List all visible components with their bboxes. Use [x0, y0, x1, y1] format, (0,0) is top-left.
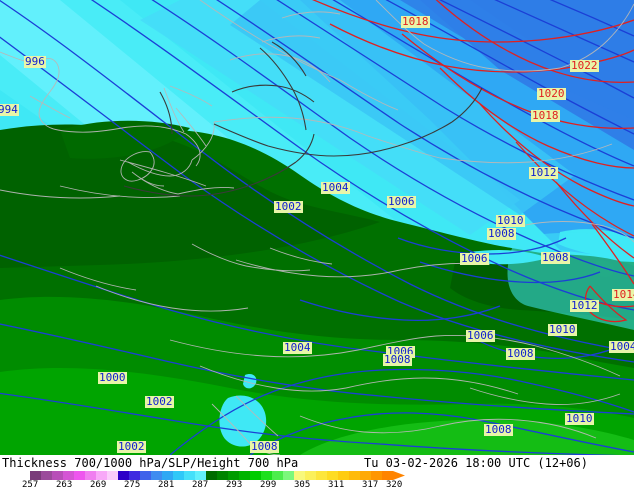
colorbar-tick: 275 — [124, 480, 141, 490]
colorbar-tick: 311 — [328, 480, 345, 490]
colorbar-swatch — [349, 471, 360, 480]
slp-contour-label: 1004 — [283, 341, 312, 354]
slp-contour-label: 1004 — [609, 341, 634, 353]
height-contour-label: 1018 — [531, 109, 560, 122]
slp-contour-label: 1000 — [98, 371, 127, 384]
colorbar-right-cap-svg — [393, 471, 405, 480]
colorbar-swatch — [30, 471, 41, 480]
colorbar-right-cap — [393, 471, 405, 480]
colorbar-swatch — [305, 471, 316, 480]
colorbar-swatch — [118, 471, 129, 480]
colorbar-swatch — [294, 471, 305, 480]
slp-contour-label: 1008 — [250, 440, 279, 453]
slp-contour-label: 1006 — [460, 252, 489, 265]
slp-contour-label: 1012 — [529, 166, 558, 179]
colorbar-swatch — [96, 471, 107, 480]
colorbar-swatch — [283, 471, 294, 480]
slp-contour-label: 1008 — [383, 353, 412, 366]
slp-contour-label: 994 — [0, 104, 19, 116]
colorbar-swatch — [63, 471, 74, 480]
slp-contour-label: 1008 — [506, 347, 535, 360]
slp-contour-label: 1006 — [387, 195, 416, 208]
valid-time: Tu 03-02-2026 18:00 UTC (12+06) — [364, 456, 588, 470]
colorbar-swatch — [272, 471, 283, 480]
colorbar-tick: 257 — [22, 480, 39, 490]
colorbar-swatch — [371, 471, 382, 480]
colorbar-tick-labels: 257 263 269 275 281 287 293 299 305 311 317 320 — [0, 480, 634, 490]
colorbar-tick: 320 — [386, 480, 403, 490]
height-contour-label: 1014 — [612, 289, 634, 301]
colorbar-swatch — [228, 471, 239, 480]
colorbar-swatch — [250, 471, 261, 480]
colorbar-swatch — [327, 471, 338, 480]
colorbar-tick: 281 — [158, 480, 175, 490]
slp-contour-label: 1012 — [570, 299, 599, 312]
slp-contour-label: 1008 — [484, 423, 513, 436]
colorbar-tick: 287 — [192, 480, 209, 490]
map-footer: Thickness 700/1000 hPa/SLP/Height 700 hP… — [0, 455, 634, 490]
colorbar-swatch — [338, 471, 349, 480]
colorbar-swatch — [41, 471, 52, 480]
colorbar-swatch — [151, 471, 162, 480]
slp-contour-label: 1010 — [496, 214, 525, 227]
colorbar-swatch — [52, 471, 63, 480]
height-contour-label: 1018 — [401, 15, 430, 28]
colorbar-swatch — [239, 471, 250, 480]
height-contour-label: 1020 — [537, 87, 566, 100]
colorbar-swatch — [162, 471, 173, 480]
colorbar-tick: 263 — [56, 480, 73, 490]
slp-contour-label: 1010 — [548, 323, 577, 336]
slp-contour-label: 1006 — [466, 329, 495, 342]
colorbar-swatch — [85, 471, 96, 480]
colorbar-swatch — [107, 471, 118, 480]
colorbar-swatch — [74, 471, 85, 480]
weather-map-canvas[interactable]: 996 994 1002 1004 1006 1012 1010 1008 1006 1008 10… — [0, 0, 634, 455]
colorbar-swatch — [261, 471, 272, 480]
colorbar-tick: 293 — [226, 480, 243, 490]
slp-contour-label: 1002 — [274, 200, 303, 213]
colorbar-swatch — [129, 471, 140, 480]
colorbar-swatches — [30, 471, 393, 480]
slp-contour-label: 996 — [24, 55, 46, 68]
colorbar-tick: 269 — [90, 480, 107, 490]
slp-contour-label: 1002 — [145, 395, 174, 408]
map-title: Thickness 700/1000 hPa/SLP/Height 700 hP… — [2, 456, 299, 470]
slp-contour-label: 1004 — [321, 181, 350, 194]
colorbar-tick: 299 — [260, 480, 277, 490]
colorbar-tick: 305 — [294, 480, 311, 490]
colorbar-swatch — [217, 471, 228, 480]
colorbar-swatch — [382, 471, 393, 480]
colorbar-swatch — [316, 471, 327, 480]
slp-contour-label: 1010 — [565, 412, 594, 425]
colorbar: 257 263 269 275 281 287 293 299 305 311 317 320 — [0, 471, 634, 490]
colorbar-swatch — [140, 471, 151, 480]
colorbar-tick: 317 — [362, 480, 379, 490]
colorbar-swatch — [360, 471, 371, 480]
colorbar-swatch — [206, 471, 217, 480]
slp-contour-label: 1008 — [487, 227, 516, 240]
colorbar-swatch — [184, 471, 195, 480]
height-contour-label: 1022 — [570, 59, 599, 72]
slp-contour-label: 1008 — [541, 251, 570, 264]
slp-contour-label: 1002 — [117, 440, 146, 453]
colorbar-swatch — [195, 471, 206, 480]
colorbar-swatch — [173, 471, 184, 480]
map-graphics — [0, 0, 634, 455]
